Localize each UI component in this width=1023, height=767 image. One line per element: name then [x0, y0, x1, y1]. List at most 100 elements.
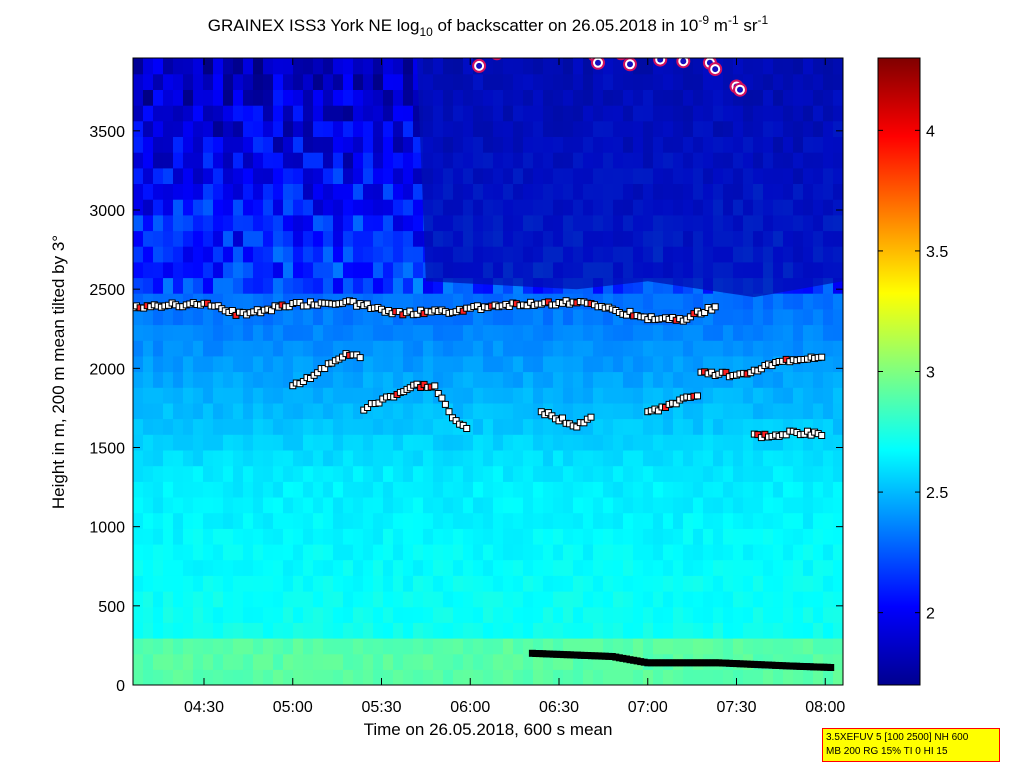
heatmap-cell	[633, 512, 644, 529]
heatmap-cell	[563, 575, 574, 592]
heatmap-cell	[403, 622, 414, 639]
heatmap-cell	[693, 449, 704, 467]
heatmap-cell	[303, 591, 314, 608]
heatmap-cell	[713, 543, 724, 561]
heatmap-cell	[813, 606, 824, 623]
heatmap-cell	[183, 496, 194, 514]
heatmap-cell	[443, 418, 454, 435]
heatmap-cell	[633, 496, 644, 514]
heatmap-cell	[363, 308, 374, 326]
heatmap-cell	[183, 606, 194, 623]
heatmap-cell	[743, 293, 754, 310]
heatmap-cell	[233, 261, 244, 279]
heatmap-cell	[403, 575, 414, 592]
heatmap-cell	[493, 402, 504, 420]
heatmap-cell	[343, 543, 354, 561]
heatmap-cell	[203, 324, 214, 341]
heatmap-cell	[803, 308, 814, 326]
heatmap-cell	[353, 120, 364, 137]
heatmap-cell	[203, 575, 214, 592]
heatmap-cell	[153, 575, 164, 592]
heatmap-cell	[413, 261, 424, 279]
heatmap-cell	[333, 73, 344, 90]
heatmap-cell	[493, 449, 504, 467]
heatmap-cell	[153, 199, 164, 216]
heatmap-cell	[533, 591, 544, 608]
heatmap-cell	[233, 230, 244, 247]
heatmap-cell	[183, 261, 194, 279]
heatmap-cell	[483, 653, 494, 670]
heatmap-cell	[743, 465, 754, 482]
heatmap-cell	[723, 418, 734, 435]
heatmap-cell	[313, 261, 324, 279]
heatmap-cell	[373, 575, 384, 592]
heatmap-cell	[343, 183, 354, 200]
heatmap-cell	[363, 214, 374, 232]
heatmap-cell	[273, 669, 284, 685]
heatmap-cell	[413, 591, 424, 608]
heatmap-cell	[753, 481, 764, 498]
heatmap-cell	[313, 277, 324, 294]
x-tick-label: 04:30	[184, 699, 224, 716]
heatmap-cell	[813, 418, 824, 435]
heatmap-cell	[153, 183, 164, 200]
heatmap-cell	[713, 496, 724, 514]
layer-marker	[818, 432, 826, 439]
heatmap-cell	[253, 58, 264, 75]
heatmap-cell	[193, 355, 204, 373]
heatmap-cell	[273, 355, 284, 373]
heatmap-cell	[433, 465, 444, 482]
heatmap-cell	[723, 622, 734, 639]
heatmap-cell	[163, 105, 174, 122]
heatmap-cell	[353, 277, 364, 294]
heatmap-cell	[353, 575, 364, 592]
heatmap-cell	[283, 183, 294, 200]
heatmap-cell	[743, 434, 754, 451]
heatmap-cell	[633, 528, 644, 545]
layer-marker	[228, 307, 236, 314]
heatmap-cell	[703, 669, 714, 685]
heatmap-cell	[143, 402, 154, 420]
heatmap-cell	[383, 371, 394, 388]
heatmap-cell	[573, 402, 584, 420]
heatmap-cell	[143, 543, 154, 561]
heatmap-cell	[403, 418, 414, 435]
heatmap-cell	[563, 449, 574, 467]
heatmap-cell	[223, 434, 234, 451]
heatmap-cell	[623, 591, 634, 608]
heatmap-cell	[353, 465, 364, 482]
heatmap-cell	[543, 371, 554, 388]
heatmap-cell	[603, 324, 614, 341]
heatmap-cell	[823, 434, 834, 451]
heatmap-cell	[153, 308, 164, 326]
heatmap-cell	[363, 120, 374, 137]
heatmap-cell	[183, 277, 194, 294]
heatmap-cell	[723, 465, 734, 482]
heatmap-cell	[393, 543, 404, 561]
heatmap-cell	[643, 622, 654, 639]
heatmap-cell	[263, 152, 274, 169]
heatmap-cell	[763, 638, 774, 655]
heatmap-cell	[273, 214, 284, 232]
heatmap-cell	[203, 669, 214, 685]
x-tick-label: 07:30	[716, 699, 756, 716]
heatmap-cell	[433, 512, 444, 529]
heatmap-cell	[193, 449, 204, 467]
heatmap-cell	[143, 340, 154, 357]
heatmap-cell	[503, 559, 514, 576]
heatmap-cell	[823, 418, 834, 435]
heatmap-cell	[723, 340, 734, 357]
heatmap-cell	[173, 434, 184, 451]
heatmap-cell	[683, 449, 694, 467]
heatmap-cell	[553, 622, 564, 639]
heatmap-cell	[623, 449, 634, 467]
heatmap-cell	[603, 387, 614, 404]
heatmap-cell	[253, 653, 264, 670]
heatmap-cell	[293, 669, 304, 685]
heatmap-cell	[453, 669, 464, 685]
heatmap-cell	[443, 575, 454, 592]
heatmap-cell	[673, 387, 684, 404]
heatmap-cell	[173, 669, 184, 685]
heatmap-cell	[293, 591, 304, 608]
